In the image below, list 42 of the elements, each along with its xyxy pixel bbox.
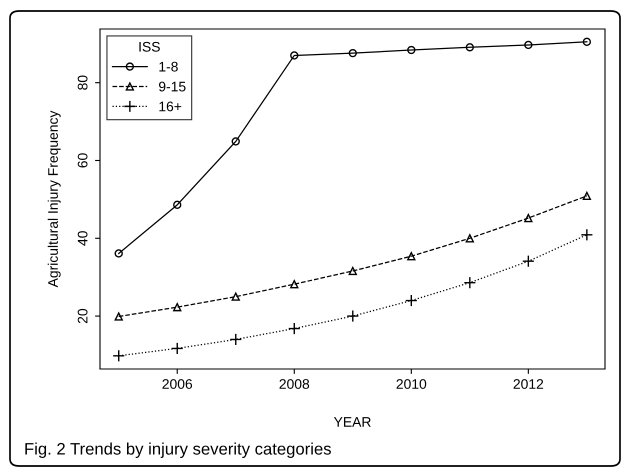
point: [466, 234, 474, 242]
point: [522, 254, 535, 268]
point: [170, 342, 184, 355]
point: [290, 280, 298, 288]
point: [582, 192, 592, 200]
point: [230, 333, 242, 346]
point: [466, 43, 474, 52]
y-axis-title: Agricultural Injury Frequency: [48, 110, 61, 288]
point: [407, 46, 416, 54]
point: [173, 200, 182, 209]
point: [405, 294, 418, 307]
legend-label: 9-15: [158, 82, 186, 92]
legend-label: 1-8: [159, 62, 178, 72]
point: [580, 228, 594, 242]
point: [173, 302, 182, 312]
caption: Fig. 2 Trends by injury severity categories: [25, 442, 331, 458]
point: [348, 48, 357, 58]
point: [290, 51, 298, 60]
point: [407, 252, 416, 260]
x-tick-label: 2008: [280, 379, 310, 389]
point: [114, 312, 123, 321]
point: [582, 38, 592, 46]
x-tick-label: 2010: [396, 379, 426, 389]
point: [232, 292, 240, 301]
y-tick-label: 20: [78, 308, 88, 324]
x-tick-label: 2012: [514, 379, 544, 389]
legend-title: ISS: [139, 42, 160, 52]
point: [114, 249, 123, 258]
point: [524, 40, 533, 50]
legend-label: 16+: [159, 102, 182, 112]
x-axis-title: YEAR: [334, 417, 371, 427]
point: [524, 214, 533, 222]
point: [464, 276, 476, 289]
point: [112, 350, 125, 362]
point: [232, 137, 240, 146]
x-tick-label: 2006: [162, 379, 192, 389]
y-tick-label: 40: [78, 231, 88, 246]
y-tick-label: 60: [78, 153, 88, 168]
point: [346, 310, 360, 322]
point: [348, 266, 357, 276]
point: [288, 322, 301, 335]
y-tick-label: 80: [78, 76, 88, 90]
